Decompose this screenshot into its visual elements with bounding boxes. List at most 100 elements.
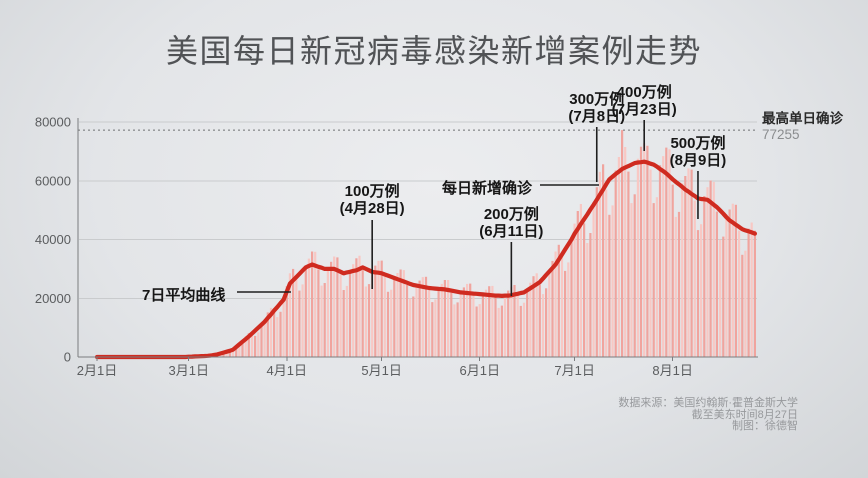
max-day-value: 77255	[762, 127, 800, 142]
daily-bar	[646, 145, 649, 357]
avg-curve-label: 7日平均曲线	[142, 287, 226, 304]
daily-bar	[488, 286, 491, 357]
daily-bar	[352, 264, 355, 357]
daily-bar	[703, 196, 706, 357]
daily-bar	[276, 317, 279, 357]
daily-bar	[348, 270, 352, 357]
daily-bar	[753, 230, 756, 357]
y-tick-label: 60000	[35, 173, 71, 188]
daily-bar	[747, 228, 750, 357]
daily-bar	[564, 270, 567, 357]
daily-bar	[235, 348, 238, 357]
daily-bar	[579, 204, 582, 357]
daily-bar	[668, 149, 671, 357]
source-line-datasource: 数据来源：美国约翰斯·霍普金斯大学	[618, 397, 798, 409]
daily-bar	[424, 276, 428, 357]
daily-bar	[466, 283, 469, 357]
daily-bar	[738, 230, 741, 357]
daily-bar	[478, 304, 481, 357]
daily-bar	[503, 294, 507, 357]
daily-bar	[526, 288, 529, 357]
daily-bar	[507, 290, 510, 357]
daily-bar	[497, 307, 500, 357]
daily-bar	[273, 312, 276, 357]
daily-bar	[624, 147, 627, 357]
daily-bar	[409, 298, 412, 357]
daily-bar	[254, 335, 257, 357]
daily-bar	[611, 205, 614, 357]
daily-bar	[522, 302, 526, 357]
daily-bar	[674, 216, 677, 357]
daily-bar	[295, 279, 298, 357]
daily-bar	[440, 283, 443, 357]
daily-bar	[285, 286, 288, 357]
daily-bar	[472, 295, 475, 357]
daily-bar	[617, 157, 620, 357]
daily-bar	[307, 258, 310, 357]
daily-bar	[681, 183, 684, 357]
daily-bar	[371, 270, 374, 357]
max-day-annotation: 最高单日确诊 77255	[762, 111, 843, 143]
daily-bar	[696, 230, 700, 357]
daily-bar	[481, 293, 484, 357]
daily-bar	[390, 289, 393, 357]
daily-bar	[722, 236, 725, 357]
daily-bar	[744, 250, 747, 357]
daily-bar	[364, 286, 367, 357]
milestone-count: 400万例	[616, 84, 672, 101]
daily-bar	[462, 287, 465, 357]
daily-bar	[317, 269, 320, 357]
daily-bar	[684, 176, 687, 357]
daily-bar	[453, 304, 456, 357]
daily-bar	[598, 171, 601, 357]
daily-bar	[589, 233, 592, 357]
daily-bar	[263, 318, 266, 357]
milestone-label-3m: 300万例 (7月8日)	[568, 91, 625, 125]
daily-bar	[731, 203, 734, 357]
daily-bar	[247, 333, 250, 357]
daily-bar	[576, 211, 579, 357]
daily-bar	[447, 280, 450, 357]
daily-bar	[592, 201, 595, 357]
daily-bar	[393, 276, 396, 357]
daily-bar	[323, 283, 326, 357]
daily-bar	[282, 298, 285, 357]
daily-bar	[643, 143, 646, 357]
daily-bar	[314, 251, 317, 357]
daily-bar	[257, 332, 260, 357]
daily-bar	[402, 270, 405, 357]
daily-bar	[225, 350, 228, 357]
daily-bars-label: 每日新增确诊	[441, 180, 532, 197]
daily-bar	[469, 283, 472, 357]
daily-bar	[658, 165, 662, 357]
source-line-asof: 截至美东时间8月27日	[691, 408, 798, 421]
daily-bar	[336, 257, 339, 357]
daily-bar	[605, 189, 608, 357]
milestone-date: (6月11日)	[479, 223, 544, 240]
milestone-date: (4月28日)	[339, 200, 405, 217]
daily-bar	[513, 285, 516, 357]
x-tick-label: 4月1日	[267, 363, 307, 378]
daily-bar	[450, 292, 453, 357]
daily-bar	[614, 170, 617, 357]
x-tick-label: 7月1日	[554, 363, 594, 378]
milestone-label-1m: 100万例 (4月28日)	[340, 183, 405, 217]
daily-bar	[301, 284, 304, 357]
daily-bar	[725, 214, 728, 357]
daily-bar	[690, 169, 693, 357]
x-tick-label: 2月1日	[77, 363, 117, 378]
milestone-label-5m: 500万例 (8月9日)	[670, 135, 727, 169]
daily-bar	[443, 280, 446, 357]
daily-bar	[570, 237, 573, 357]
daily-bar	[712, 181, 715, 357]
daily-bar	[361, 270, 364, 357]
x-tick-label: 6月1日	[459, 363, 499, 378]
milestone-date: (7月23日)	[611, 101, 677, 118]
daily-bar	[418, 280, 421, 357]
daily-bar	[459, 291, 462, 357]
daily-bar	[627, 171, 630, 357]
daily-bar	[437, 287, 440, 357]
daily-bar	[535, 273, 538, 357]
